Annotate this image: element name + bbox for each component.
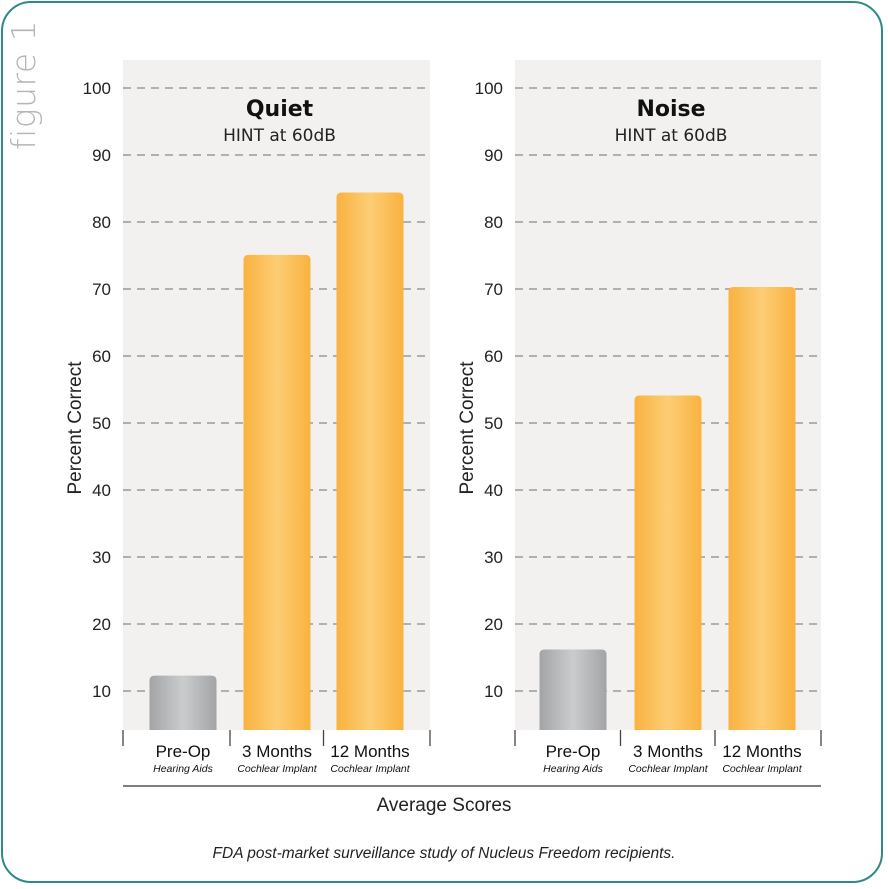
x-tick-label: Pre-Op — [156, 742, 211, 761]
y-tick-label-100: 100 — [475, 79, 503, 98]
x-tick-sublabel: Hearing Aids — [543, 763, 603, 775]
y-tick-label-60: 60 — [92, 347, 111, 366]
bar-12-months — [336, 192, 404, 730]
y-axis-title: Percent Correct — [65, 361, 86, 495]
x-tick-label: Pre-Op — [546, 742, 601, 761]
chart-noise: 10 20 30 40 50 60 70 80 90 100 Percent Correct Nois… — [457, 60, 822, 775]
y-tick-label-20: 20 — [484, 615, 503, 634]
y-tick-label-40: 40 — [92, 481, 111, 500]
x-tick-sublabel: Cochlear Implant — [628, 763, 708, 775]
y-tick-label-20: 20 — [92, 615, 111, 634]
x-tick-sublabel: Hearing Aids — [153, 763, 213, 775]
figure-caption: FDA post-market surveillance study of Nu… — [212, 845, 676, 862]
y-tick-label-40: 40 — [484, 481, 503, 500]
x-tick-sublabel: Cochlear Implant — [722, 763, 802, 775]
y-tick-label-10: 10 — [92, 682, 111, 701]
chart-subtitle: HINT at 60dB — [615, 126, 728, 146]
bar-3-months — [243, 254, 311, 730]
chart-title: Noise — [636, 97, 705, 122]
y-tick-label-80: 80 — [484, 213, 503, 232]
y-tick-label-50: 50 — [92, 414, 111, 433]
y-tick-label-90: 90 — [92, 146, 111, 165]
chart-quiet: 10 20 30 40 50 60 70 80 90 100 Percent Correct Quie… — [65, 60, 431, 775]
y-tick-label-100: 100 — [83, 79, 111, 98]
y-tick-label-30: 30 — [92, 548, 111, 567]
y-tick-label-70: 70 — [92, 280, 111, 299]
y-tick-label-30: 30 — [484, 548, 503, 567]
bar-pre-op — [149, 675, 217, 730]
chart-subtitle: HINT at 60dB — [223, 126, 336, 146]
y-tick-label-50: 50 — [484, 414, 503, 433]
x-axis-title: Average Scores — [376, 795, 512, 816]
x-tick-sublabel: Cochlear Implant — [330, 763, 410, 775]
x-tick-sublabel: Cochlear Implant — [237, 763, 317, 775]
y-axis-title: Percent Correct — [457, 361, 478, 495]
x-tick-label: 12 Months — [722, 742, 801, 761]
y-tick-label-10: 10 — [484, 682, 503, 701]
x-tick-label: 3 Months — [633, 742, 703, 761]
y-tick-label-90: 90 — [484, 146, 503, 165]
bar-3-months — [634, 395, 702, 730]
y-tick-label-70: 70 — [484, 280, 503, 299]
x-tick-label: 3 Months — [242, 742, 312, 761]
y-tick-label-80: 80 — [92, 213, 111, 232]
chart-title: Quiet — [246, 97, 314, 122]
y-tick-label-60: 60 — [484, 347, 503, 366]
x-tick-label: 12 Months — [330, 742, 409, 761]
bar-12-months — [728, 286, 796, 730]
bar-pre-op — [539, 649, 607, 730]
